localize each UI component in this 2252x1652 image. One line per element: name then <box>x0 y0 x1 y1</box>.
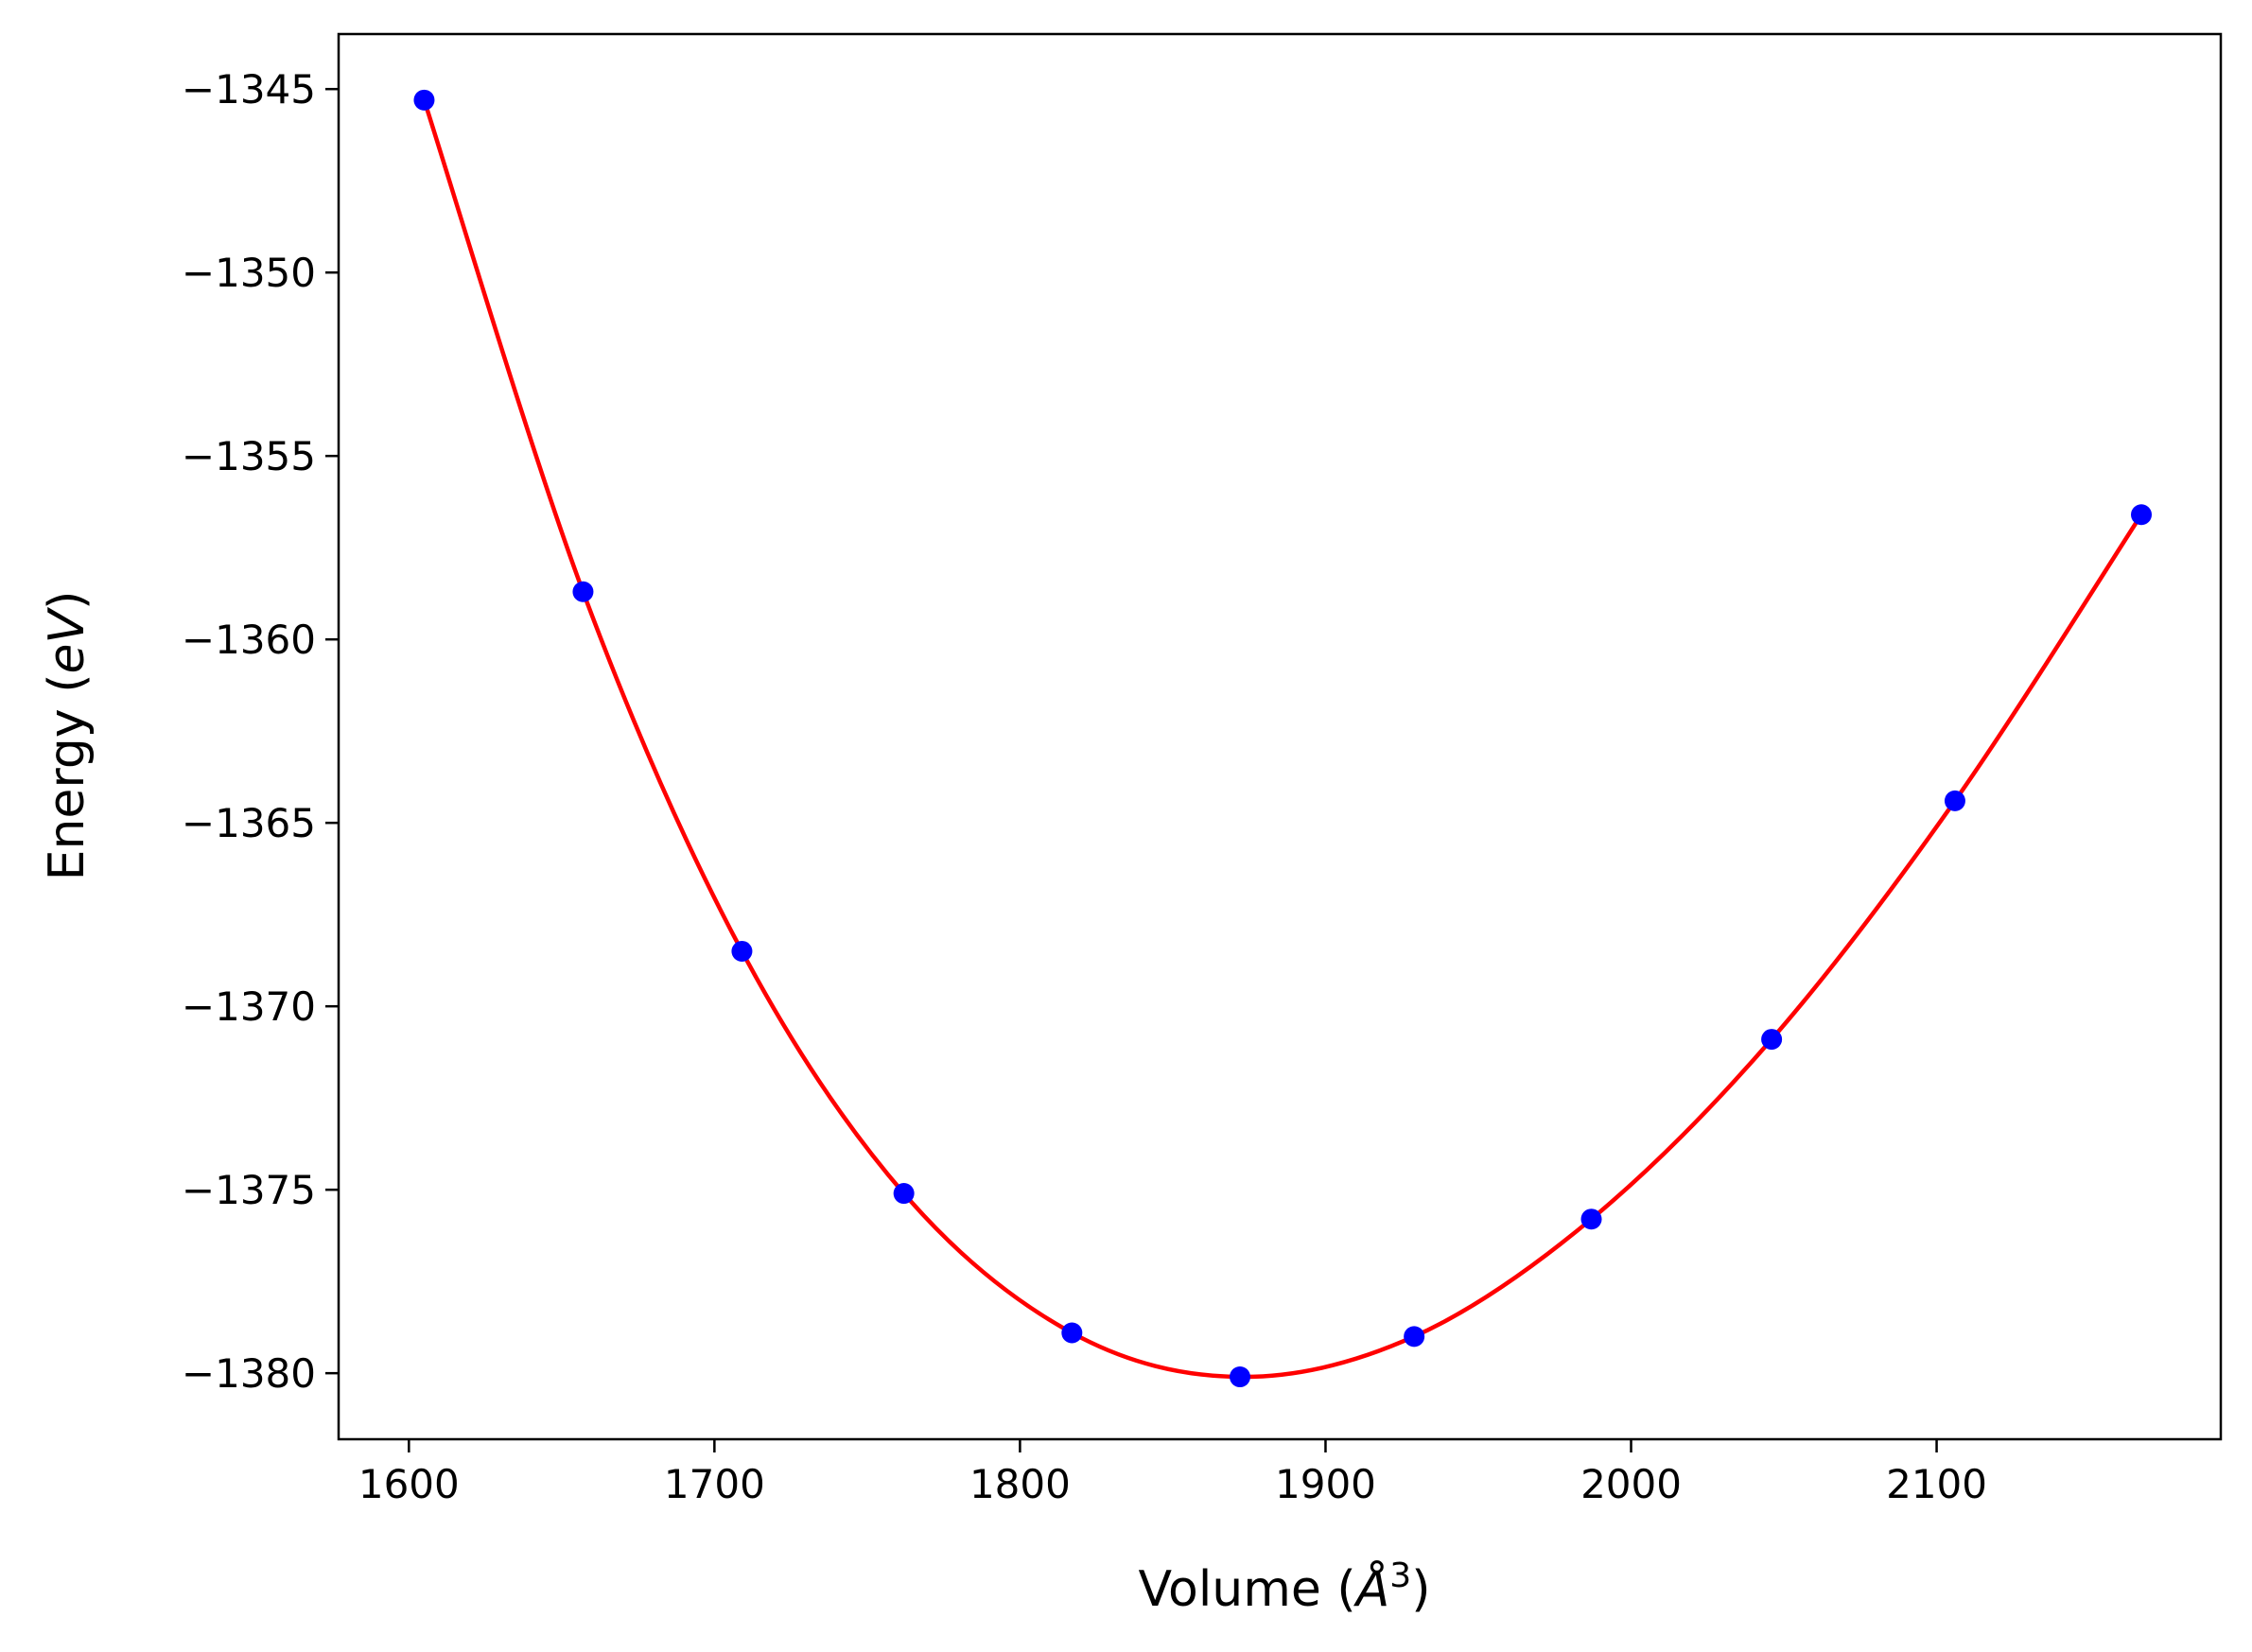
plot-frame <box>337 32 2223 1441</box>
y-tick-label: −1345 <box>182 66 316 113</box>
y-tick-label: −1365 <box>182 800 316 846</box>
fit-curve-line <box>422 99 2143 1380</box>
data-point <box>572 581 594 602</box>
x-tick-label: 1700 <box>664 1461 765 1507</box>
plot-area-background <box>339 34 2221 1439</box>
y-tick-label: −1375 <box>182 1167 316 1213</box>
data-point <box>1230 1366 1251 1388</box>
data-point <box>2131 504 2153 526</box>
data-point <box>1944 790 1965 811</box>
y-tick-label: −1380 <box>182 1350 316 1397</box>
data-point <box>731 940 753 962</box>
data-point <box>1580 1209 1602 1230</box>
data-point <box>1404 1326 1425 1348</box>
fit-curve-layer <box>422 99 2143 1380</box>
data-points-layer <box>413 89 2153 1388</box>
x-tick-label: 1600 <box>358 1461 460 1507</box>
y-tick-label: −1370 <box>182 983 316 1030</box>
y-tick-label: −1355 <box>182 433 316 479</box>
y-axis-ticks: −1345 −1350 −1355 −1360 −1365 −1370 −1375 −1380 <box>182 66 339 1397</box>
data-point <box>893 1183 915 1205</box>
x-tick-label: 2100 <box>1886 1461 1987 1507</box>
y-axis-label: Energy (eV) <box>39 591 96 881</box>
x-axis-ticks: 1600 1700 1800 1900 2000 2100 <box>358 1439 1987 1507</box>
x-tick-label: 1900 <box>1275 1461 1376 1507</box>
data-point <box>1761 1029 1783 1051</box>
data-point <box>413 89 435 111</box>
data-point <box>1061 1322 1083 1344</box>
y-tick-label: −1350 <box>182 250 316 296</box>
x-tick-label: 2000 <box>1580 1461 1682 1507</box>
x-tick-label: 1800 <box>969 1461 1071 1507</box>
x-axis-label: Volume (Å3) <box>1139 1556 1431 1618</box>
y-tick-label: −1360 <box>182 617 316 663</box>
